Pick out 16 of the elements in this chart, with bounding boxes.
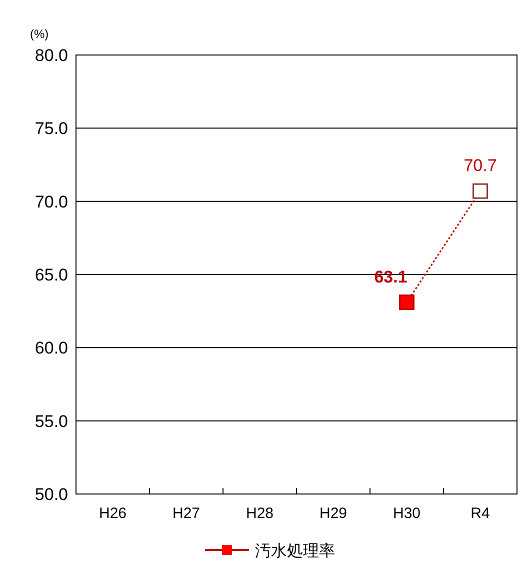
data-label: 70.7 [464, 156, 497, 176]
y-tick-label: 70.0 [34, 192, 68, 212]
legend-label: 汚水処理率 [255, 542, 335, 560]
y-tick-label: 60.0 [34, 338, 68, 358]
x-tick-label: H30 [392, 505, 421, 522]
x-tick-label: H27 [172, 505, 200, 522]
x-tick-label: H26 [98, 505, 127, 522]
x-tick-label: H29 [319, 505, 348, 522]
x-tick-label: H28 [246, 505, 274, 522]
x-tick-label: R4 [470, 505, 490, 522]
y-tick-label: 50.0 [34, 485, 68, 504]
y-tick-label: 75.0 [34, 119, 68, 138]
y-tick-label: 55.0 [34, 412, 68, 431]
y-tick-label: 80.0 [34, 46, 68, 65]
y-tick-label: 65.0 [34, 266, 68, 284]
y-axis-title: (%) [30, 27, 49, 41]
